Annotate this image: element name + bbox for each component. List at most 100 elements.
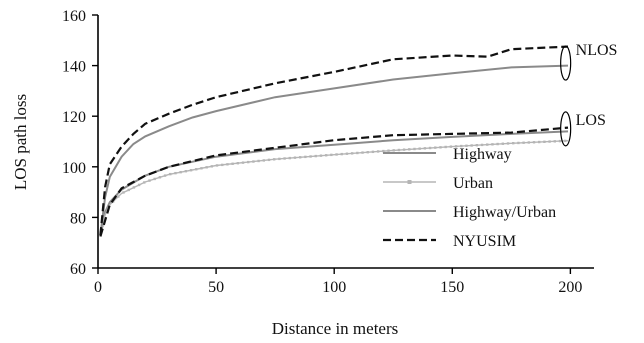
series-marker-urban bbox=[127, 188, 130, 192]
annotation-ellipse bbox=[560, 111, 572, 147]
series-marker-urban bbox=[189, 169, 193, 172]
series-marker-urban bbox=[231, 162, 234, 165]
series-marker-urban bbox=[350, 152, 354, 155]
legend-label: Highway bbox=[453, 146, 512, 163]
series-marker-urban bbox=[548, 140, 551, 143]
series-marker-urban bbox=[449, 145, 453, 148]
series-marker-urban bbox=[158, 176, 162, 179]
series-marker-urban bbox=[465, 144, 468, 147]
series-marker-urban bbox=[517, 141, 520, 145]
series-marker-urban bbox=[345, 152, 349, 155]
series-marker-urban bbox=[486, 143, 489, 146]
legend: Highway Urban Highway/Urban NYUSIM bbox=[383, 146, 556, 250]
series-marker-urban bbox=[382, 149, 385, 153]
series-marker-urban bbox=[413, 147, 416, 151]
series-marker-urban bbox=[148, 179, 151, 182]
series-marker-urban bbox=[491, 143, 494, 146]
series-marker-urban bbox=[366, 151, 369, 154]
series-marker-urban bbox=[137, 183, 141, 187]
series-marker-urban bbox=[538, 140, 541, 144]
legend-label: NYUSIM bbox=[453, 233, 516, 250]
series-marker-urban bbox=[522, 141, 525, 144]
series-marker-urban bbox=[132, 186, 136, 189]
series-marker-urban bbox=[397, 148, 401, 152]
x-tick-label: 100 bbox=[322, 279, 346, 296]
y-tick-label: 100 bbox=[62, 160, 86, 177]
series-marker-urban bbox=[267, 158, 271, 162]
x-axis-title: Distance in meters bbox=[272, 319, 399, 338]
series-marker-urban bbox=[527, 141, 531, 144]
series-marker-urban bbox=[205, 166, 208, 169]
y-tick-label: 160 bbox=[62, 8, 86, 25]
series-marker-urban bbox=[288, 156, 291, 160]
series-marker-urban bbox=[174, 171, 177, 175]
y-tick-label: 80 bbox=[70, 210, 86, 227]
legend-label: Urban bbox=[453, 175, 493, 192]
series-marker-urban bbox=[101, 224, 104, 227]
series-marker-urban bbox=[304, 155, 307, 159]
series-marker-urban bbox=[402, 148, 406, 151]
series-marker-urban bbox=[283, 157, 286, 160]
series-marker-urban bbox=[324, 154, 328, 157]
series-marker-urban bbox=[506, 142, 510, 145]
series-marker-urban bbox=[163, 174, 167, 177]
annotation-label: NLOS bbox=[576, 42, 618, 59]
series-marker-urban bbox=[543, 140, 546, 143]
series-marker-urban bbox=[376, 150, 380, 153]
y-tick-label: 120 bbox=[62, 109, 86, 126]
series-marker-urban bbox=[309, 155, 312, 158]
series-marker-urban bbox=[392, 149, 395, 152]
series-marker-urban bbox=[278, 157, 281, 161]
series-marker-urban bbox=[257, 159, 260, 163]
series-marker-urban bbox=[215, 164, 219, 167]
series-marker-urban bbox=[330, 153, 333, 157]
series-marker-urban bbox=[340, 152, 343, 156]
series-marker-urban bbox=[272, 158, 276, 161]
series-line-highway-urban bbox=[99, 64, 569, 236]
series-marker-urban bbox=[169, 172, 172, 176]
series-marker-urban bbox=[210, 165, 214, 168]
annotations: NLOS LOS bbox=[560, 42, 618, 147]
series-marker-urban bbox=[423, 147, 427, 150]
series-marker-urban bbox=[361, 151, 364, 154]
series-marker-urban bbox=[143, 181, 146, 184]
series-marker-urban bbox=[236, 162, 240, 165]
series-line-nyusim bbox=[99, 126, 569, 237]
y-axis-title: LOS path loss bbox=[11, 94, 30, 190]
annotation-label: LOS bbox=[576, 112, 606, 129]
series-marker-urban bbox=[553, 140, 556, 143]
series-marker-urban bbox=[496, 142, 499, 146]
series-marker-urban bbox=[501, 142, 505, 145]
y-tick-label: 60 bbox=[70, 261, 86, 278]
series-marker-urban bbox=[475, 143, 479, 147]
series-marker-urban bbox=[439, 146, 442, 149]
series-line-nyusim bbox=[99, 45, 569, 236]
series-marker-urban bbox=[247, 160, 250, 164]
series-marker-urban bbox=[532, 141, 536, 144]
plot-area bbox=[99, 45, 569, 237]
series-marker-urban bbox=[314, 154, 317, 158]
axes bbox=[97, 15, 594, 269]
series-marker-urban bbox=[200, 167, 203, 170]
series-marker-urban bbox=[184, 170, 188, 173]
ticks: 0 50 100 150 200 60 80 100 120 140 160 bbox=[62, 8, 582, 296]
series-marker-urban bbox=[298, 156, 302, 159]
series-marker-urban bbox=[195, 168, 198, 171]
series-marker-urban bbox=[408, 148, 411, 151]
annotation-ellipse bbox=[560, 45, 572, 81]
x-tick-label: 150 bbox=[440, 279, 464, 296]
series-line-highway bbox=[99, 130, 569, 237]
series-marker-urban bbox=[470, 144, 473, 147]
series-marker-urban bbox=[221, 163, 224, 167]
series-marker-urban bbox=[179, 170, 182, 174]
series-marker-urban bbox=[335, 153, 338, 156]
series-marker-urban bbox=[153, 177, 156, 181]
series-marker-urban bbox=[428, 146, 432, 150]
y-tick-label: 140 bbox=[62, 59, 86, 76]
series-marker-urban bbox=[558, 139, 562, 143]
series-marker-urban bbox=[226, 163, 229, 166]
series-marker-urban bbox=[434, 146, 437, 149]
series-marker-urban bbox=[319, 154, 323, 157]
legend-label: Highway/Urban bbox=[453, 204, 556, 221]
